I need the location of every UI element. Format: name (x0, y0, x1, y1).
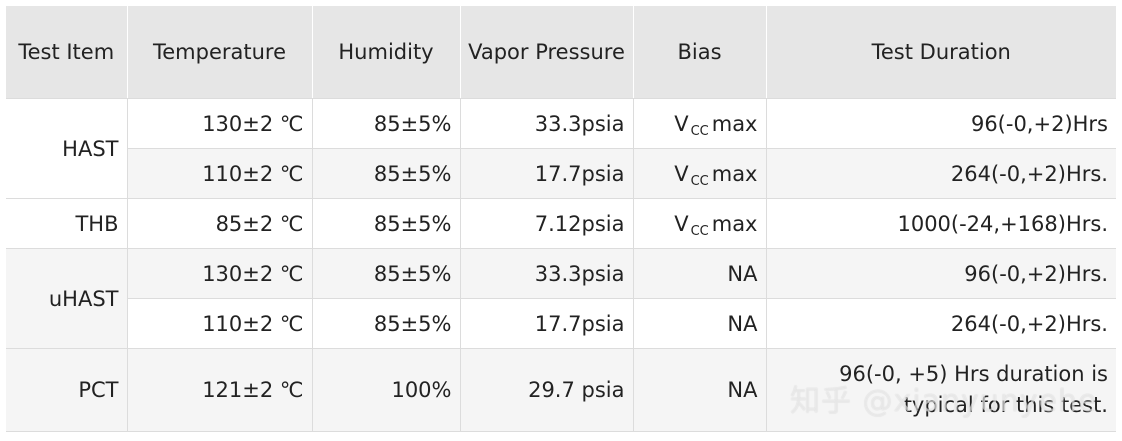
vapor-pressure-cell: 7.12psia (460, 198, 634, 249)
test-conditions-table: Test Item Temperature Humidity Vapor Pre… (6, 6, 1116, 432)
temperature-cell: 121±2 ℃ (127, 348, 313, 432)
header-bias: Bias (633, 6, 767, 99)
temperature-cell: 130±2 ℃ (127, 248, 313, 299)
vapor-pressure-cell: 17.7psia (460, 298, 634, 349)
header-test-item: Test Item (6, 6, 128, 99)
table-row: 110±2 ℃ 85±5% 17.7psia V CC max 264(-0,+2)… (6, 148, 1116, 199)
test-item-cell: HAST (6, 98, 128, 199)
bias-subscript: CC (690, 173, 709, 189)
duration-cell: 264(-0,+2)Hrs. (766, 148, 1116, 199)
header-vapor-pressure: Vapor Pressure (460, 6, 634, 99)
bias-v: V (674, 211, 689, 236)
temperature-cell: 130±2 ℃ (127, 98, 313, 149)
bias-rest: max (711, 111, 758, 136)
table-row: uHAST 130±2 ℃ 85±5% 33.3psia NA 96(-0,+2… (6, 248, 1116, 349)
humidity-cell: 85±5% (312, 248, 461, 299)
bias-v: V (674, 111, 689, 136)
humidity-cell: 100% (312, 348, 461, 432)
header-temperature: Temperature (127, 6, 313, 99)
header-row: Test Item Temperature Humidity Vapor Pre… (6, 6, 1116, 99)
test-item-cell: uHAST (6, 248, 128, 349)
table-row: PCT 121±2 ℃ 100% 29.7 psia NA 96(-0, +5)… (6, 348, 1116, 432)
bias-v: V (674, 161, 689, 186)
bias-cell: NA (633, 298, 767, 349)
vapor-pressure-cell: 33.3psia (460, 98, 634, 149)
bias-subscript: CC (690, 223, 709, 239)
header-humidity: Humidity (312, 6, 461, 99)
duration-cell: 96(-0,+2)Hrs. (766, 248, 1116, 299)
table-row: THB 85±2 ℃ 85±5% 7.12psia V CC max 1000(-2… (6, 198, 1116, 249)
bias-cell: NA (633, 248, 767, 299)
vapor-pressure-cell: 29.7 psia (460, 348, 634, 432)
bias-cell: NA (633, 348, 767, 432)
humidity-cell: 85±5% (312, 298, 461, 349)
bias-cell: V CC max (633, 148, 767, 199)
bias-subscript: CC (690, 123, 709, 139)
bias-cell: V CC max (633, 98, 767, 149)
temperature-cell: 85±2 ℃ (127, 198, 313, 249)
duration-cell: 96(-0, +5) Hrs duration is typical for t… (766, 348, 1116, 432)
vapor-pressure-cell: 33.3psia (460, 248, 634, 299)
test-conditions-table-container: Test Item Temperature Humidity Vapor Pre… (6, 6, 1116, 432)
bias-rest: max (711, 161, 758, 186)
duration-cell: 264(-0,+2)Hrs. (766, 298, 1116, 349)
duration-cell: 96(-0,+2)Hrs (766, 98, 1116, 149)
humidity-cell: 85±5% (312, 198, 461, 249)
test-item-cell: THB (6, 198, 128, 249)
bias-cell: V CC max (633, 198, 767, 249)
duration-cell: 1000(-24,+168)Hrs. (766, 198, 1116, 249)
humidity-cell: 85±5% (312, 148, 461, 199)
temperature-cell: 110±2 ℃ (127, 148, 313, 199)
temperature-cell: 110±2 ℃ (127, 298, 313, 349)
vapor-pressure-cell: 17.7psia (460, 148, 634, 199)
bias-rest: max (711, 211, 758, 236)
test-item-cell: PCT (6, 348, 128, 432)
humidity-cell: 85±5% (312, 98, 461, 149)
header-test-duration: Test Duration (766, 6, 1116, 99)
table-row: 110±2 ℃ 85±5% 17.7psia NA 264(-0,+2)Hrs. (6, 298, 1116, 349)
table-row: HAST 130±2 ℃ 85±5% 33.3psia V CC max 96(-0… (6, 98, 1116, 199)
